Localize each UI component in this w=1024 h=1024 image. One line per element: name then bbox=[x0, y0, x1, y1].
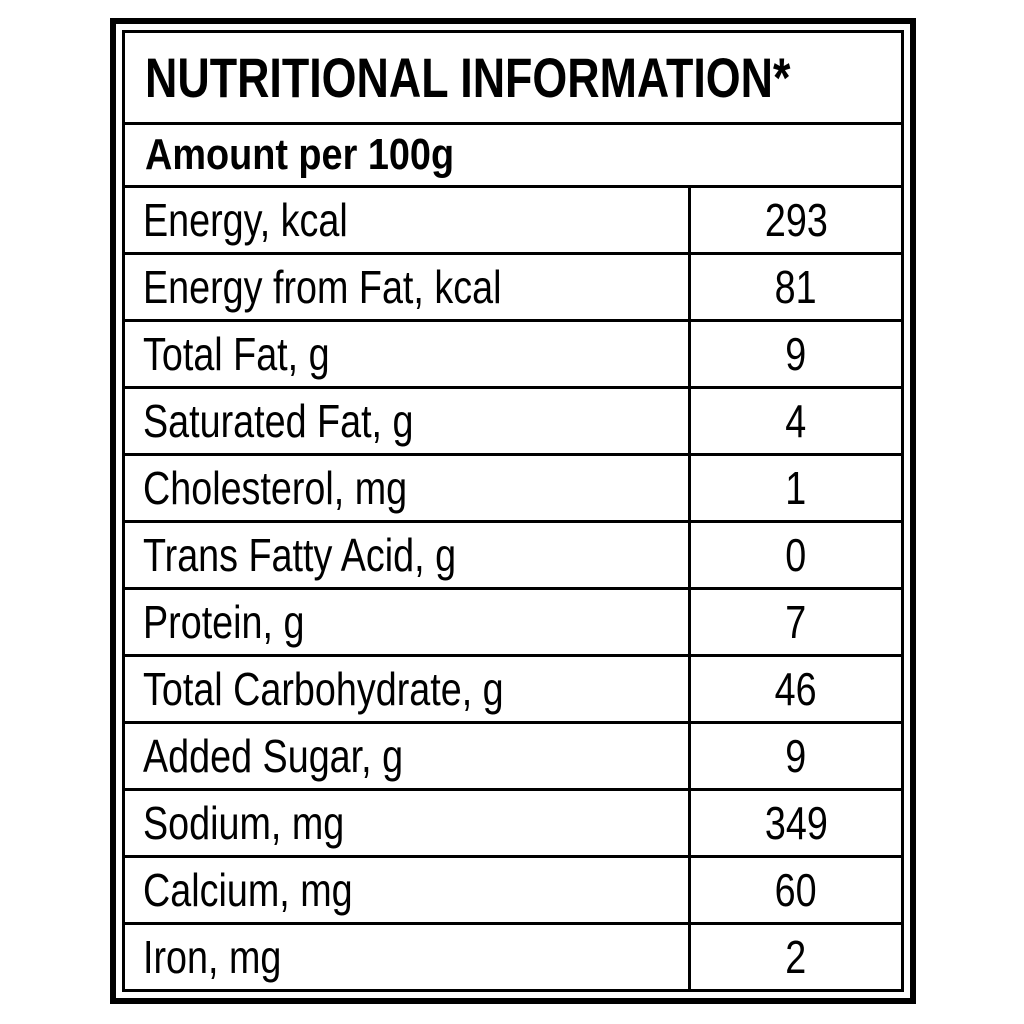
table-row: Cholesterol, mg 1 bbox=[125, 456, 901, 523]
table-row: Protein, g 7 bbox=[125, 590, 901, 657]
nutrient-label-cell: Sodium, mg bbox=[125, 791, 691, 855]
nutrient-value-cell: 81 bbox=[691, 255, 901, 319]
nutrient-value-cell: 9 bbox=[691, 724, 901, 788]
serving-basis: Amount per 100g bbox=[145, 130, 455, 179]
nutrient-label-cell: Saturated Fat, g bbox=[125, 389, 691, 453]
nutrient-value-cell: 349 bbox=[691, 791, 901, 855]
nutrition-panel: NUTRITIONAL INFORMATION* Amount per 100g… bbox=[110, 18, 916, 1004]
table-row: Iron, mg 2 bbox=[125, 925, 901, 989]
nutrient-label-cell: Total Carbohydrate, g bbox=[125, 657, 691, 721]
panel-title: NUTRITIONAL INFORMATION* bbox=[145, 46, 791, 109]
subtitle-row: Amount per 100g bbox=[125, 125, 901, 188]
nutrient-label: Trans Fatty Acid, g bbox=[143, 529, 457, 581]
nutrient-value: 7 bbox=[785, 596, 807, 648]
table-row: Energy from Fat, kcal 81 bbox=[125, 255, 901, 322]
nutrient-label-cell: Energy from Fat, kcal bbox=[125, 255, 691, 319]
nutrient-value-cell: 4 bbox=[691, 389, 901, 453]
nutrient-value-cell: 60 bbox=[691, 858, 901, 922]
nutrient-value: 293 bbox=[764, 194, 828, 246]
nutrient-value-cell: 1 bbox=[691, 456, 901, 520]
table-row: Calcium, mg 60 bbox=[125, 858, 901, 925]
nutrient-value: 349 bbox=[764, 797, 828, 849]
nutrient-label-cell: Protein, g bbox=[125, 590, 691, 654]
nutrient-label: Added Sugar, g bbox=[143, 730, 404, 782]
nutrition-table: NUTRITIONAL INFORMATION* Amount per 100g… bbox=[122, 30, 904, 992]
nutrient-label: Total Carbohydrate, g bbox=[143, 663, 504, 715]
nutrient-value: 2 bbox=[785, 931, 807, 983]
nutrient-rows: Energy, kcal 293 Energy from Fat, kcal 8… bbox=[125, 188, 901, 989]
nutrient-value: 46 bbox=[775, 663, 817, 715]
nutrient-value-cell: 9 bbox=[691, 322, 901, 386]
table-row: Total Fat, g 9 bbox=[125, 322, 901, 389]
nutrient-label: Saturated Fat, g bbox=[143, 395, 414, 447]
nutrient-value: 0 bbox=[785, 529, 807, 581]
title-row: NUTRITIONAL INFORMATION* bbox=[125, 33, 901, 125]
nutrient-label: Energy, kcal bbox=[143, 194, 348, 246]
nutrient-value-cell: 0 bbox=[691, 523, 901, 587]
nutrient-label-cell: Added Sugar, g bbox=[125, 724, 691, 788]
nutrient-label: Cholesterol, mg bbox=[143, 462, 408, 514]
nutrient-label-cell: Calcium, mg bbox=[125, 858, 691, 922]
nutrient-value-cell: 2 bbox=[691, 925, 901, 989]
nutrient-label: Iron, mg bbox=[143, 931, 282, 983]
nutrient-label-cell: Energy, kcal bbox=[125, 188, 691, 252]
nutrient-value: 1 bbox=[785, 462, 807, 514]
nutrient-value-cell: 7 bbox=[691, 590, 901, 654]
table-row: Saturated Fat, g 4 bbox=[125, 389, 901, 456]
nutrient-value: 81 bbox=[775, 261, 817, 313]
nutrient-label: Total Fat, g bbox=[143, 328, 330, 380]
nutrient-value-cell: 293 bbox=[691, 188, 901, 252]
nutrient-label-cell: Iron, mg bbox=[125, 925, 691, 989]
nutrient-value: 4 bbox=[785, 395, 807, 447]
nutrient-value-cell: 46 bbox=[691, 657, 901, 721]
nutrient-value: 9 bbox=[785, 730, 807, 782]
nutrient-label: Sodium, mg bbox=[143, 797, 345, 849]
table-row: Added Sugar, g 9 bbox=[125, 724, 901, 791]
table-row: Total Carbohydrate, g 46 bbox=[125, 657, 901, 724]
nutrient-value: 60 bbox=[775, 864, 817, 916]
nutrient-label: Energy from Fat, kcal bbox=[143, 261, 502, 313]
table-row: Sodium, mg 349 bbox=[125, 791, 901, 858]
nutrient-label-cell: Cholesterol, mg bbox=[125, 456, 691, 520]
nutrient-label-cell: Total Fat, g bbox=[125, 322, 691, 386]
nutrient-label-cell: Trans Fatty Acid, g bbox=[125, 523, 691, 587]
nutrient-label: Calcium, mg bbox=[143, 864, 353, 916]
nutrient-value: 9 bbox=[785, 328, 807, 380]
table-row: Energy, kcal 293 bbox=[125, 188, 901, 255]
table-row: Trans Fatty Acid, g 0 bbox=[125, 523, 901, 590]
nutrient-label: Protein, g bbox=[143, 596, 305, 648]
